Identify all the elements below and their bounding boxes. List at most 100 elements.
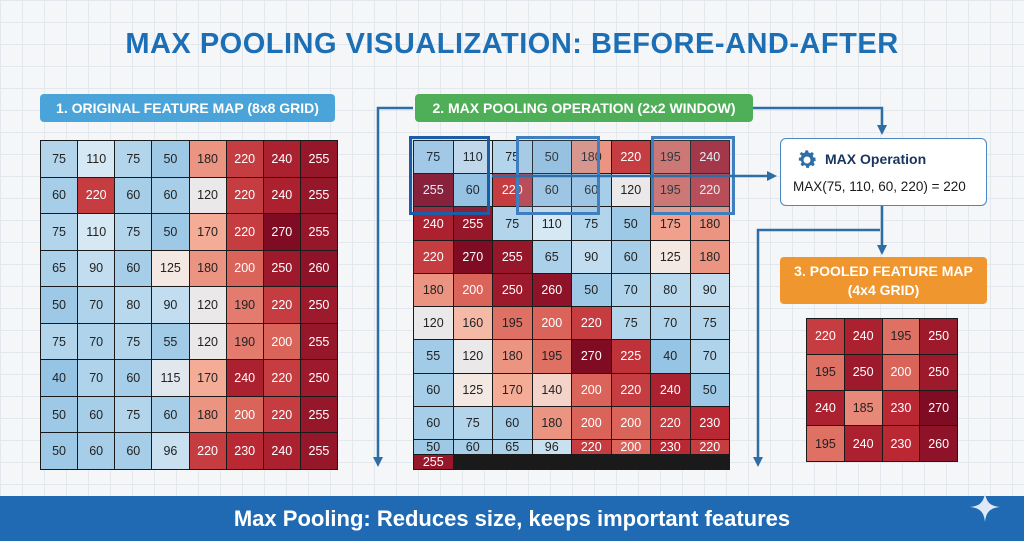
- original-grid-cell: 250: [300, 360, 337, 396]
- original-grid-cell: 60: [115, 250, 152, 287]
- original-grid-cell: 120: [189, 287, 226, 323]
- operation-grid-cell: 220: [611, 141, 650, 174]
- operation-grid-cell: 180: [414, 273, 453, 307]
- original-grid-cell: 240: [263, 141, 300, 177]
- operation-grid-cell: 65: [532, 240, 571, 273]
- original-grid-cell: 220: [189, 433, 226, 469]
- original-grid-cell: 110: [78, 141, 115, 177]
- original-grid-cell: 255: [300, 214, 337, 250]
- original-feature-map-grid: 75 110 75 50 180 220 240 255 60 220 60 60 120 220 240 2…: [40, 140, 338, 470]
- original-grid-cell: 60: [115, 177, 152, 214]
- original-grid-cell: 80: [115, 287, 152, 323]
- operation-to-max-arrow: [753, 106, 887, 135]
- original-grid-cell: 90: [152, 287, 189, 323]
- operation-grid-cell: 195: [532, 340, 571, 373]
- original-grid-cell: 190: [226, 287, 263, 323]
- original-grid-cell: 75: [41, 214, 78, 250]
- operation-grid-cell: 220: [690, 174, 729, 207]
- operation-grid-cell: 225: [611, 340, 650, 373]
- pooled-grid-cell: 200: [882, 354, 920, 390]
- operation-grid-cell: 120: [414, 307, 453, 340]
- original-grid-cell: 75: [115, 141, 152, 177]
- original-grid-cell: 55: [152, 323, 189, 360]
- pooled-grid-cell: 230: [882, 426, 920, 461]
- original-grid-cell: 200: [226, 250, 263, 287]
- original-grid-cell: 60: [115, 360, 152, 396]
- max-operation-title: MAX Operation: [825, 151, 927, 167]
- operation-grid-cell: 220: [611, 373, 650, 406]
- left-down-arrow: [373, 106, 413, 467]
- pooled-grid-cell: 250: [920, 319, 957, 354]
- original-grid-cell: 75: [41, 141, 78, 177]
- operation-grid-cell: 200: [572, 373, 611, 406]
- original-grid-cell: 70: [78, 323, 115, 360]
- operation-grid-cell: 75: [611, 307, 650, 340]
- operation-grid-cell: 55: [414, 340, 453, 373]
- original-grid-cell: 250: [263, 250, 300, 287]
- operation-grid-cell: 75: [453, 406, 492, 439]
- pooled-feature-map-label: 3. POOLED FEATURE MAP (4x4 GRID): [780, 257, 987, 304]
- original-grid-cell: 190: [226, 323, 263, 360]
- operation-grid-cell: 270: [572, 340, 611, 373]
- original-grid-cell: 220: [263, 360, 300, 396]
- pooled-grid-cell: 185: [844, 390, 882, 426]
- operation-grid-cell: 60: [414, 373, 453, 406]
- operation-grid-cell: 50: [611, 207, 650, 240]
- operation-grid-cell: 60: [453, 174, 492, 207]
- operation-grid-cell: 220: [572, 439, 611, 454]
- original-grid-cell: 220: [226, 214, 263, 250]
- footer-banner: Max Pooling: Reduces size, keeps importa…: [0, 496, 1024, 541]
- operation-grid-cell: 200: [532, 307, 571, 340]
- original-grid-cell: 50: [41, 433, 78, 469]
- original-grid-cell: 60: [115, 433, 152, 469]
- gear-icon: [798, 150, 817, 168]
- operation-grid-cell: 250: [493, 273, 532, 307]
- original-grid-cell: 255: [300, 323, 337, 360]
- operation-grid-cell: 80: [651, 273, 690, 307]
- pooled-label-line1: 3. POOLED FEATURE MAP: [794, 262, 973, 279]
- operation-grid-cell: 255: [414, 174, 453, 207]
- operation-grid-cell: 60: [493, 406, 532, 439]
- operation-grid-cell: 200: [572, 406, 611, 439]
- pooled-grid-cell: 195: [807, 426, 844, 461]
- original-grid-cell: 65: [41, 250, 78, 287]
- operation-grid-cell: 220: [414, 240, 453, 273]
- original-grid-cell: 115: [152, 360, 189, 396]
- original-grid-cell: 255: [300, 396, 337, 433]
- pooled-grid-cell: 230: [882, 390, 920, 426]
- operation-grid-cell: 60: [532, 174, 571, 207]
- operation-grid-cell: 195: [651, 174, 690, 207]
- original-grid-cell: 220: [226, 177, 263, 214]
- pooled-grid-cell: 240: [844, 426, 882, 461]
- operation-grid-cell: 260: [532, 273, 571, 307]
- operation-grid-cell: 40: [651, 340, 690, 373]
- original-grid-cell: 50: [41, 396, 78, 433]
- max-operation-box: MAX Operation MAX(75, 110, 60, 220) = 22…: [780, 138, 987, 206]
- original-grid-cell: 75: [115, 214, 152, 250]
- original-grid-cell: 220: [263, 396, 300, 433]
- page-title: MAX POOLING VISUALIZATION: BEFORE-AND-AF…: [125, 28, 899, 60]
- original-grid-cell: 75: [115, 323, 152, 360]
- original-grid-cell: 70: [78, 287, 115, 323]
- operation-grid-cell: 50: [572, 273, 611, 307]
- operation-grid-cell: 255: [493, 240, 532, 273]
- pooled-grid-cell: 195: [807, 354, 844, 390]
- original-grid-cell: 120: [189, 177, 226, 214]
- operation-grid-cell: 90: [690, 273, 729, 307]
- pooled-grid-cell: 240: [807, 390, 844, 426]
- operation-grid-cell: 195: [493, 307, 532, 340]
- original-grid-cell: 60: [152, 396, 189, 433]
- operation-grid-cell: 255: [414, 454, 453, 469]
- operation-grid-cell: 220: [651, 406, 690, 439]
- original-grid-cell: 220: [78, 177, 115, 214]
- right-down-arrow: [753, 228, 880, 467]
- original-grid-cell: 50: [152, 141, 189, 177]
- pooled-grid-cell: 195: [882, 319, 920, 354]
- original-grid-cell: 200: [226, 396, 263, 433]
- original-grid-cell: 120: [189, 323, 226, 360]
- operation-grid-cell: 60: [572, 174, 611, 207]
- operation-grid-cell: 200: [611, 439, 650, 454]
- max-operation-formula: MAX(75, 110, 60, 220) = 220: [793, 179, 966, 194]
- operation-grid-cell: 60: [453, 439, 492, 454]
